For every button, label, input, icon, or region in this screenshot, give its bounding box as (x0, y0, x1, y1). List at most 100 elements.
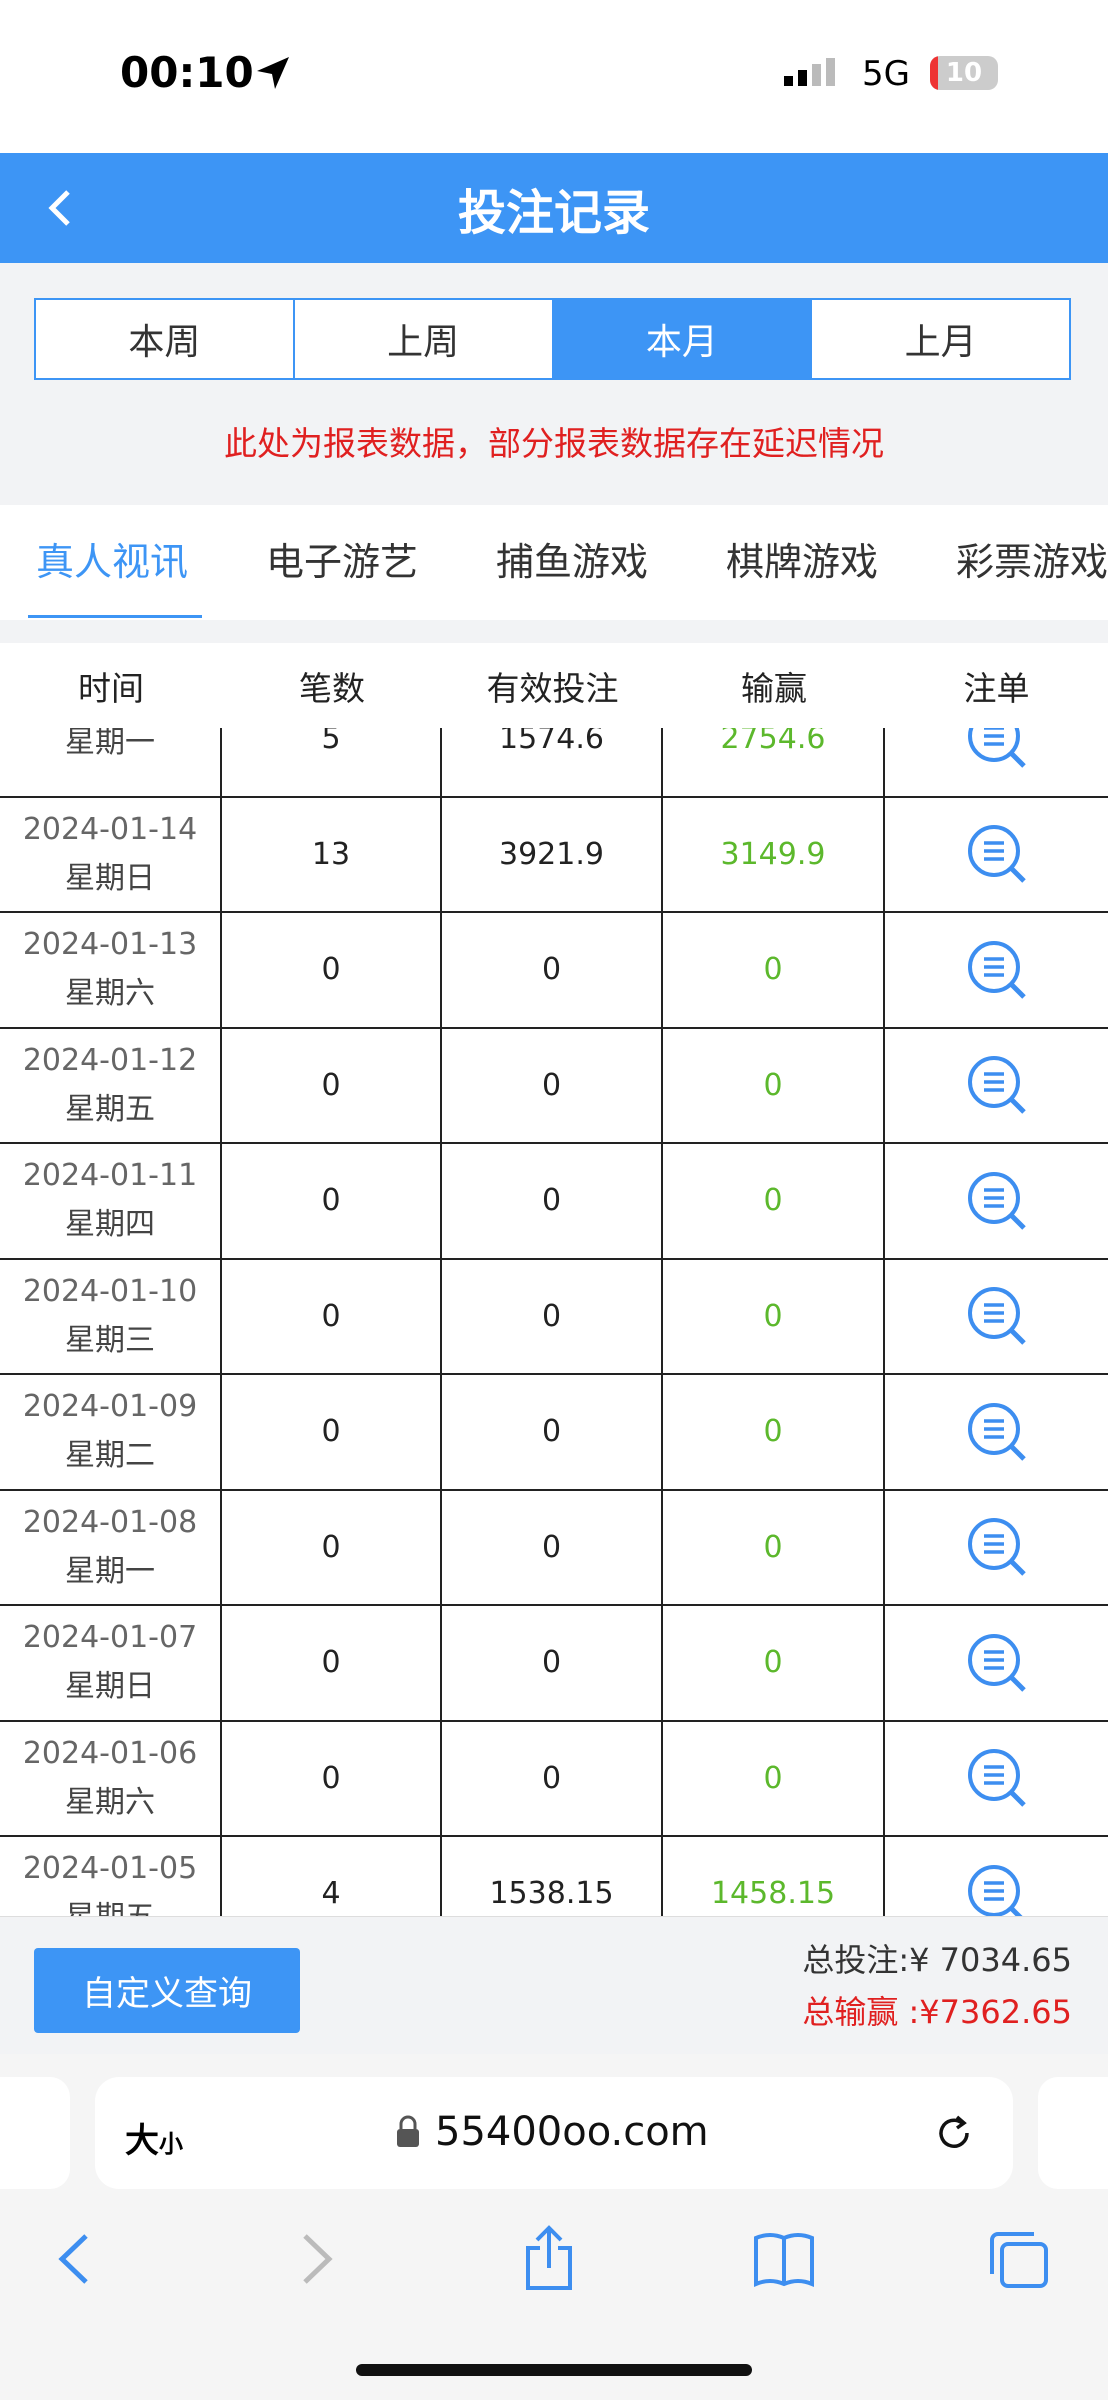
valid-bet: 0 (541, 1645, 562, 1681)
back-button[interactable] (40, 186, 80, 230)
share-button[interactable] (526, 2225, 572, 2290)
detail-cell (885, 1260, 1108, 1374)
date-cell: 2024-01-06 星期六 (0, 1721, 222, 1835)
detail-cell (885, 1606, 1108, 1720)
weekday: 星期一 (65, 1553, 155, 1589)
count-cell: 4 (222, 1837, 442, 1916)
bookmarks-button[interactable] (754, 2233, 814, 2288)
date-cell: 2024-01-08 星期一 (0, 1490, 222, 1604)
signal-icon (784, 58, 835, 86)
table-header: 时间 笔数 有效投注 输赢 注单 (0, 643, 1108, 729)
browser-forward[interactable] (303, 2234, 333, 2284)
column-header: 时间 (78, 668, 144, 708)
win-loss-cell: 0 (663, 1375, 885, 1489)
date-cell: 2024-01-09 星期二 (0, 1375, 222, 1489)
count: 0 (321, 1414, 341, 1450)
network: 5G (862, 54, 910, 94)
detail-cell (885, 1144, 1108, 1258)
win-loss: 0 (763, 1760, 783, 1796)
count-cell: 0 (222, 1028, 442, 1142)
win-loss: 2754.6 (720, 728, 826, 757)
valid-bet-cell: 0 (442, 1144, 663, 1258)
detail-icon[interactable] (966, 1054, 1028, 1116)
valid-bet-cell: 0 (442, 1490, 663, 1604)
detail-icon[interactable] (966, 1747, 1028, 1809)
total-win: 总输赢 :¥7362.65 (802, 1993, 1072, 2031)
date: 2024-01-14 (22, 811, 198, 847)
table-row: 2024-01-05 星期五 4 1538.15 1458.15 (0, 1837, 1108, 1916)
win-loss-cell: 0 (663, 1606, 885, 1720)
browser-back[interactable] (58, 2234, 88, 2284)
detail-icon[interactable] (966, 1516, 1028, 1578)
detail-icon[interactable] (966, 728, 1028, 770)
win-loss: 0 (763, 1298, 783, 1334)
count: 0 (321, 1067, 341, 1103)
detail-icon[interactable] (966, 823, 1028, 885)
valid-bet-cell: 0 (442, 1721, 663, 1835)
count: 0 (321, 1298, 341, 1334)
period-tab[interactable]: 上月 (810, 300, 1069, 378)
detail-cell (885, 798, 1108, 912)
home-indicator (356, 2364, 752, 2376)
custom-query-button[interactable]: 自定义查询 (34, 1948, 300, 2033)
period-tab[interactable]: 本月 (551, 300, 811, 378)
category-tab[interactable]: 彩票游戏 (956, 540, 1108, 584)
table-row: 2024-01-06 星期六 0 0 0 (0, 1721, 1108, 1837)
header-title: 投注记录 (457, 185, 650, 241)
detail-cell (885, 728, 1108, 796)
detail-icon[interactable] (966, 1632, 1028, 1694)
detail-icon[interactable] (966, 1401, 1028, 1463)
detail-icon[interactable] (966, 1170, 1028, 1232)
category-tab[interactable]: 棋牌游戏 (726, 540, 879, 584)
valid-bet: 0 (541, 1414, 562, 1450)
reload-icon[interactable] (933, 2111, 977, 2155)
table-row: 2024-01-07 星期日 0 0 0 (0, 1606, 1108, 1722)
detail-icon[interactable] (966, 1285, 1028, 1347)
date: 2024-01-08 (22, 1504, 198, 1540)
column-header: 笔数 (299, 668, 365, 708)
text-size-button[interactable]: 大小 (125, 2113, 183, 2162)
win-loss: 1458.15 (710, 1876, 836, 1912)
win-loss-cell: 2754.6 (663, 728, 885, 796)
date-cell: 2024-01-10 星期三 (0, 1259, 222, 1373)
period-tab[interactable]: 上周 (292, 300, 552, 378)
column-header: 注单 (963, 668, 1030, 708)
win-loss-cell: 3149.9 (663, 797, 885, 911)
url-bar[interactable]: 大小 55400oo.com (95, 2077, 1013, 2189)
period-tab[interactable]: 本周 (128, 322, 201, 363)
battery: 10 (930, 56, 998, 90)
category-tab[interactable]: 真人视讯 (36, 540, 189, 584)
count: 5 (321, 728, 341, 757)
browser-bar: 大小 55400oo.com (0, 2054, 1108, 2400)
win-loss: 0 (763, 1183, 783, 1219)
win-loss-cell: 0 (663, 913, 885, 1027)
header: 投注记录 (0, 153, 1108, 263)
table-viewport: 星期一 5 1574.6 2754.6 2024-01-14 星期日 13 3921.9 314… (0, 728, 1108, 1916)
detail-icon[interactable] (966, 1863, 1028, 1916)
table-row: 2024-01-08 星期一 0 0 0 (0, 1490, 1108, 1606)
detail-icon[interactable] (966, 939, 1028, 1001)
weekday: 星期六 (65, 1784, 155, 1820)
table-row: 2024-01-11 星期四 0 0 0 (0, 1144, 1108, 1260)
column-header: 有效投注 (486, 668, 619, 708)
table-row: 星期一 5 1574.6 2754.6 (0, 728, 1108, 798)
win-loss-cell: 0 (663, 1490, 885, 1604)
category-tab[interactable]: 捕鱼游戏 (496, 540, 649, 584)
tabs-button[interactable] (990, 2232, 1048, 2288)
detail-cell (885, 1029, 1108, 1143)
total-bet: 总投注:¥ 7034.65 (802, 1941, 1072, 1979)
valid-bet: 0 (541, 1760, 562, 1796)
valid-bet: 0 (541, 1298, 562, 1334)
table-row: 2024-01-13 星期六 0 0 0 (0, 913, 1108, 1029)
valid-bet: 3921.9 (499, 836, 604, 872)
valid-bet: 0 (541, 1529, 562, 1565)
valid-bet-cell: 3921.9 (442, 797, 663, 911)
category-tab[interactable]: 电子游艺 (266, 540, 419, 584)
win-loss-cell: 1458.15 (663, 1837, 885, 1916)
period-tabs: 本周 上周 本月 上月 (34, 298, 1071, 380)
url: 55400oo.com (435, 2109, 709, 2155)
date: 2024-01-07 (22, 1620, 198, 1656)
location-icon (257, 57, 289, 89)
